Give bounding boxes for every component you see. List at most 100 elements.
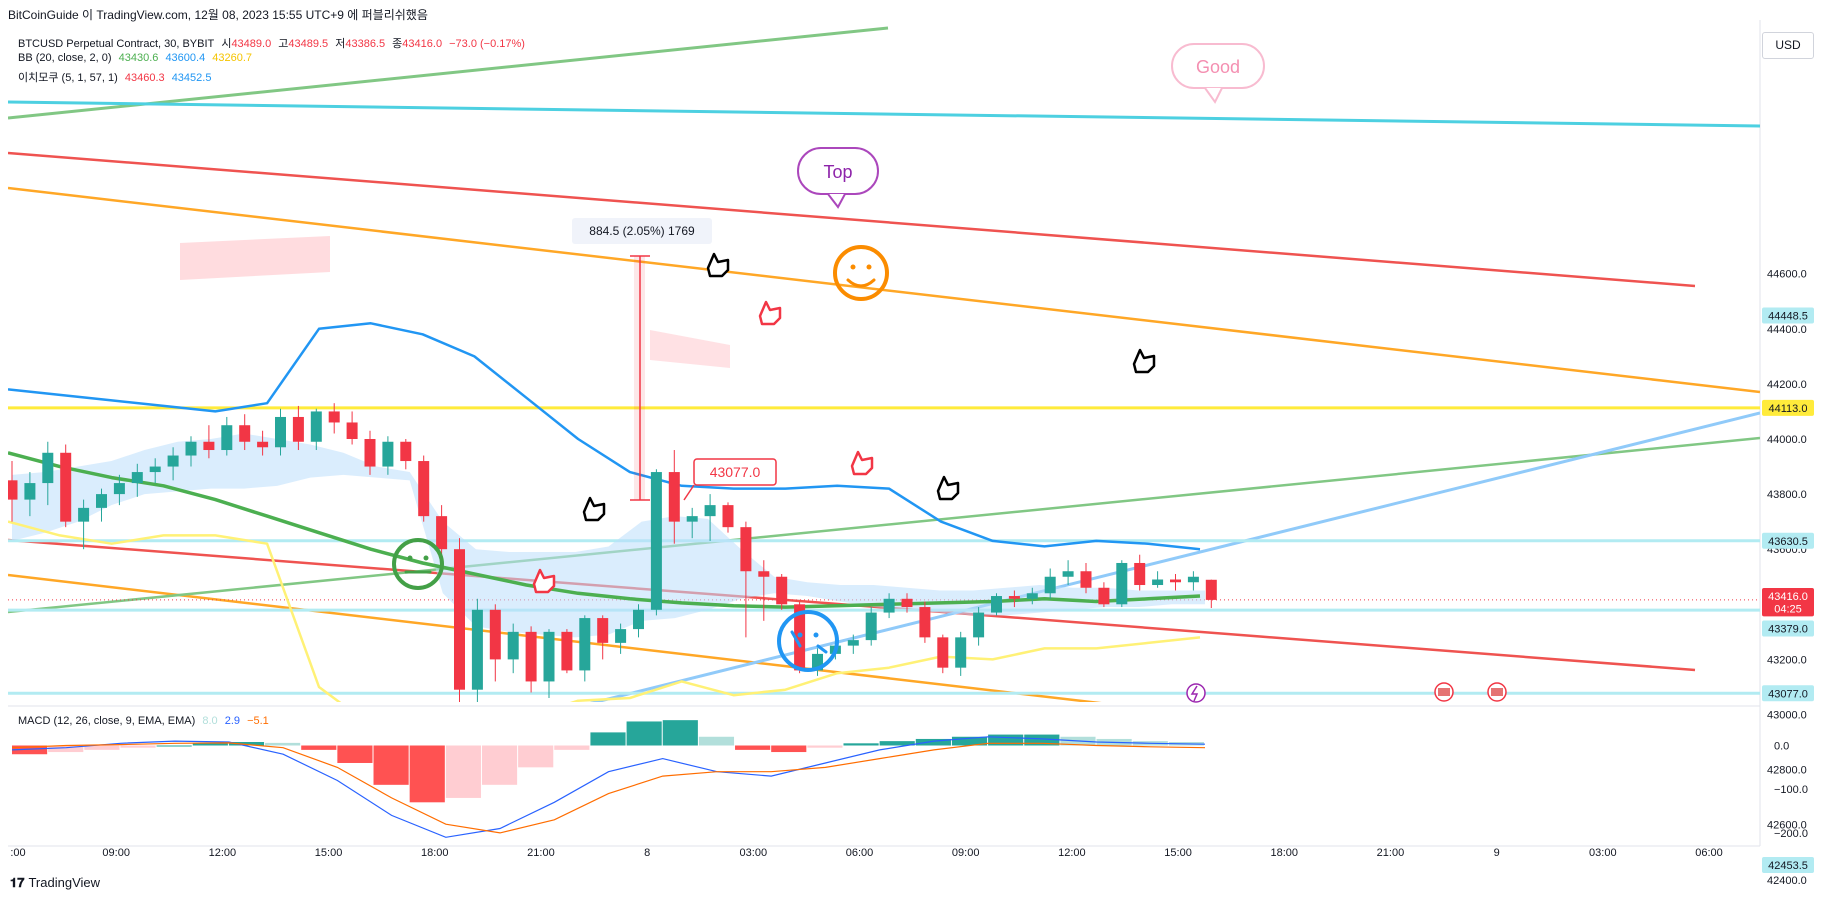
macd-histogram-bar[interactable] (626, 721, 662, 746)
event-lightning-icon[interactable] (1186, 683, 1206, 703)
candle[interactable] (812, 653, 823, 671)
trendline-orange-upper[interactable] (8, 186, 1760, 394)
candle[interactable] (96, 494, 107, 508)
macd-histogram-bar[interactable] (120, 745, 156, 748)
candle[interactable] (650, 472, 662, 610)
candle[interactable] (525, 631, 537, 682)
candle[interactable] (686, 516, 698, 522)
macd-histogram-bar[interactable] (48, 745, 84, 753)
macd-histogram-bar[interactable] (590, 732, 626, 746)
candle[interactable] (310, 411, 322, 442)
candle[interactable] (507, 631, 519, 660)
macd-histogram-bar[interactable] (228, 742, 265, 746)
candle[interactable] (436, 516, 448, 550)
candle[interactable] (60, 452, 72, 522)
macd-histogram-bar[interactable] (337, 745, 373, 763)
candle[interactable] (328, 411, 340, 423)
price-axis-label[interactable] (1762, 532, 1814, 549)
happy-face-icon[interactable] (833, 245, 889, 301)
candle[interactable] (973, 612, 985, 638)
tradingview-logo[interactable]: 𝟏𝟕 TradingView (10, 875, 100, 891)
candle[interactable] (919, 607, 931, 638)
candle[interactable] (633, 609, 644, 630)
candle[interactable] (292, 416, 304, 442)
candle[interactable] (257, 441, 269, 448)
macd-histogram-bar[interactable] (879, 741, 915, 746)
candle[interactable] (722, 505, 734, 528)
trendline-blue-rising[interactable] (580, 411, 1760, 706)
candle[interactable] (24, 483, 36, 500)
macd-histogram-bar[interactable] (662, 720, 698, 746)
pointing-hand-icon[interactable] (758, 300, 782, 326)
macd-legend[interactable]: MACD (12, 26, close, 9, EMA, EMA) 8.0 2.… (18, 715, 273, 727)
bb-legend[interactable]: BB (20, close, 2, 0) 43430.6 43600.4 432… (18, 52, 256, 64)
candle[interactable] (78, 507, 90, 522)
trendline-red-upper[interactable] (8, 151, 1696, 288)
price-axis-label[interactable] (1762, 857, 1814, 874)
neutral-face-icon[interactable] (392, 538, 444, 590)
price-axis-label[interactable] (1762, 600, 1814, 617)
candle[interactable] (239, 425, 251, 442)
candle[interactable] (364, 439, 376, 467)
candle[interactable] (7, 480, 18, 500)
candle[interactable] (543, 631, 555, 682)
candle[interactable] (185, 441, 197, 456)
candle[interactable] (1134, 562, 1146, 586)
macd-histogram-bar[interactable] (988, 734, 1024, 746)
candle[interactable] (1152, 579, 1164, 586)
candle[interactable] (1187, 576, 1199, 583)
candle[interactable] (221, 425, 233, 451)
candle[interactable] (776, 576, 788, 605)
candle[interactable] (131, 472, 143, 484)
candle[interactable] (991, 596, 1002, 613)
candle[interactable] (167, 455, 179, 467)
candle[interactable] (901, 598, 913, 608)
candle[interactable] (561, 631, 573, 671)
candle[interactable] (1044, 576, 1056, 594)
currency-selector[interactable]: USD (1762, 32, 1814, 59)
trendline-cyan-top[interactable] (8, 100, 1760, 128)
bb-upper-line[interactable] (8, 322, 1201, 551)
macd-histogram-bar[interactable] (698, 736, 735, 746)
ichimoku-legend[interactable]: 이치모쿠 (5, 1, 57, 1) 43460.3 43452.5 (18, 69, 215, 85)
macd-histogram-bar[interactable] (409, 745, 445, 803)
macd-histogram-bar[interactable] (301, 745, 337, 750)
macd-histogram-bar[interactable] (12, 745, 48, 755)
price-axis-label[interactable] (1762, 685, 1814, 702)
pointing-hand-icon[interactable] (850, 450, 874, 476)
pointing-hand-icon[interactable] (936, 475, 960, 501)
price-axis-label[interactable] (1762, 588, 1814, 605)
candle[interactable] (865, 612, 877, 641)
price-axis-label[interactable] (1762, 307, 1814, 324)
candle[interactable] (1098, 587, 1110, 605)
macd-histogram-bar[interactable] (807, 745, 843, 748)
symbol-legend[interactable]: BTCUSD Perpetual Contract, 30, BYBIT 시43… (18, 35, 529, 51)
candle[interactable] (1008, 596, 1020, 599)
macd-histogram-bar[interactable] (84, 745, 120, 750)
candle[interactable] (579, 618, 591, 671)
candle[interactable] (1116, 562, 1128, 605)
pointing-hand-icon[interactable] (582, 496, 606, 522)
candle[interactable] (149, 466, 161, 473)
candle[interactable] (847, 640, 859, 646)
price-axis-label[interactable] (1762, 399, 1814, 416)
candle[interactable] (418, 461, 430, 517)
candle[interactable] (454, 549, 465, 690)
candle[interactable] (1080, 571, 1092, 588)
macd-histogram-bar[interactable] (445, 745, 481, 798)
candle[interactable] (937, 637, 949, 668)
candle[interactable] (615, 629, 627, 643)
price-axis-label[interactable] (1762, 620, 1814, 637)
bb-lower-line[interactable] (8, 520, 1201, 742)
pointing-hand-icon[interactable] (706, 252, 730, 278)
candle[interactable] (42, 452, 54, 484)
macd-histogram-bar[interactable] (481, 745, 518, 785)
candle[interactable] (203, 441, 215, 451)
candle[interactable] (275, 416, 286, 448)
macd-histogram-bar[interactable] (192, 743, 228, 746)
macd-histogram-bar[interactable] (518, 745, 554, 768)
macd-histogram-bar[interactable] (735, 745, 771, 750)
macd-histogram-bar[interactable] (265, 742, 301, 746)
candle[interactable] (1062, 571, 1074, 577)
